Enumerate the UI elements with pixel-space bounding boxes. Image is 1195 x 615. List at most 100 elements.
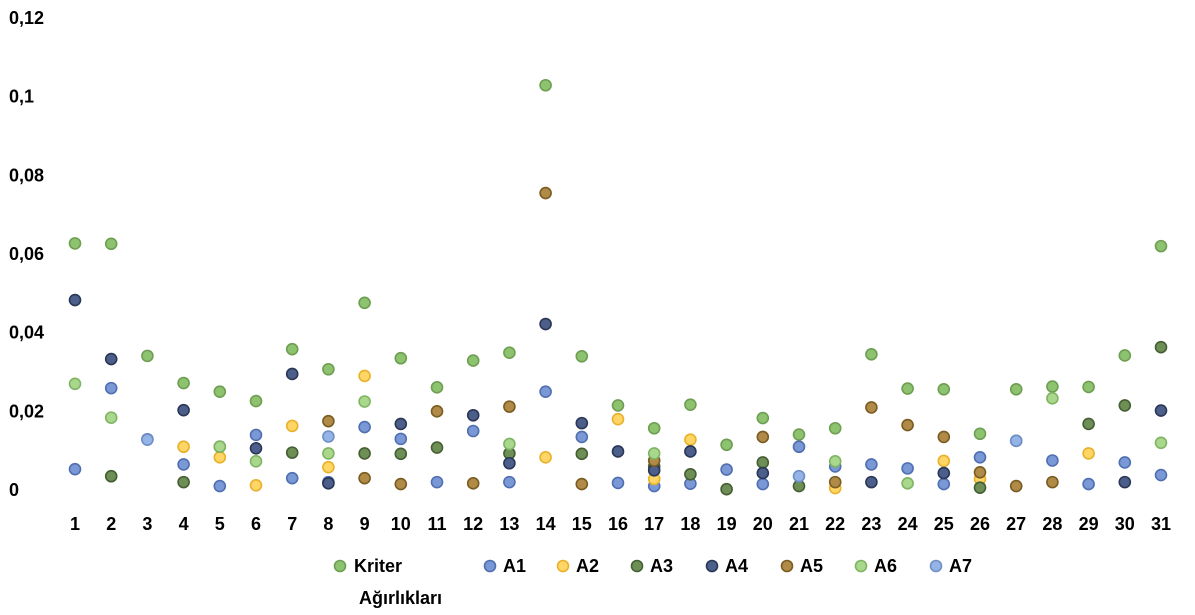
data-point xyxy=(68,462,82,476)
data-point xyxy=(466,424,480,438)
data-point xyxy=(322,362,335,376)
data-point xyxy=(756,456,770,469)
x-tick-label: 15 xyxy=(572,514,592,534)
data-point xyxy=(177,475,190,489)
y-tick-label: 0,1 xyxy=(9,87,34,107)
data-point xyxy=(1118,349,1132,362)
legend-label: A4 xyxy=(725,556,748,576)
data-point xyxy=(684,445,697,458)
data-point xyxy=(937,466,951,480)
legend-label: A1 xyxy=(503,556,526,576)
legend-label: A6 xyxy=(874,556,897,576)
data-point xyxy=(141,433,154,446)
data-point xyxy=(503,346,516,360)
data-point xyxy=(575,349,589,363)
x-tick-label: 14 xyxy=(536,514,556,534)
data-point xyxy=(1082,417,1095,431)
x-tick-label: 7 xyxy=(287,514,297,534)
x-axis-ticks: 1 2 3 4 5 6 7 8 9 10 11 12 13 14 15 16 17 18 19 20 21 22 23 24 2… xyxy=(70,514,1171,534)
data-point xyxy=(611,445,625,458)
data-point xyxy=(1046,392,1059,405)
data-point xyxy=(394,477,408,491)
x-tick-label: 11 xyxy=(427,514,446,534)
data-points xyxy=(68,78,1168,496)
legend-marker xyxy=(929,559,943,573)
data-point xyxy=(68,377,82,391)
data-point xyxy=(104,381,118,395)
data-point xyxy=(322,414,335,428)
data-point xyxy=(865,347,878,361)
x-tick-label: 18 xyxy=(680,514,700,534)
x-tick-label: 29 xyxy=(1079,514,1099,534)
data-point xyxy=(322,460,335,474)
legend-marker xyxy=(556,559,570,573)
data-point xyxy=(647,447,661,460)
legend-marker xyxy=(630,559,644,573)
data-point xyxy=(177,376,190,390)
x-tick-label: 9 xyxy=(360,514,370,534)
legend-label: Kriter xyxy=(354,556,402,576)
data-point xyxy=(720,438,733,452)
data-point xyxy=(901,462,914,475)
data-point xyxy=(394,432,408,446)
data-point xyxy=(1082,447,1095,460)
data-point xyxy=(756,430,770,444)
data-point xyxy=(1154,404,1168,417)
data-point xyxy=(1118,456,1132,469)
data-point xyxy=(177,458,190,471)
y-tick-label: 0,08 xyxy=(9,165,44,185)
data-point xyxy=(1009,383,1023,396)
data-point xyxy=(937,454,951,468)
x-tick-label: 1 xyxy=(70,514,80,534)
data-point xyxy=(611,412,625,426)
data-point xyxy=(249,454,263,468)
x-tick-label: 6 xyxy=(251,514,261,534)
legend: Kriter Ağırlıkları A1 A2 A3 A4 A5 A6 A7 xyxy=(333,556,972,608)
data-point xyxy=(249,478,263,492)
data-point xyxy=(249,394,263,408)
data-point xyxy=(1009,434,1023,448)
data-point xyxy=(430,381,444,394)
data-point xyxy=(575,416,589,430)
data-point xyxy=(756,466,770,480)
x-tick-label: 3 xyxy=(142,514,152,534)
legend-label: A5 xyxy=(800,556,823,576)
data-point xyxy=(213,385,227,398)
data-point xyxy=(141,349,154,363)
x-tick-label: 19 xyxy=(717,514,737,534)
x-tick-label: 22 xyxy=(825,514,845,534)
data-point xyxy=(901,477,914,490)
x-tick-label: 8 xyxy=(323,514,333,534)
data-point xyxy=(249,442,263,455)
data-point xyxy=(937,430,951,444)
data-point xyxy=(430,475,444,489)
data-point xyxy=(539,451,552,464)
data-point xyxy=(756,477,770,491)
data-point xyxy=(828,454,842,468)
data-point xyxy=(503,475,516,489)
data-point xyxy=(104,352,118,366)
data-point xyxy=(937,477,951,491)
data-point xyxy=(539,385,552,398)
data-point xyxy=(322,430,335,443)
x-tick-label: 31 xyxy=(1151,514,1171,534)
y-tick-label: 0,12 xyxy=(9,8,44,28)
data-point xyxy=(249,428,263,442)
data-point xyxy=(322,477,335,490)
data-point xyxy=(1118,475,1132,489)
data-point xyxy=(68,293,82,307)
y-axis-ticks: 0 0,02 0,04 0,06 0,08 0,1 0,12 xyxy=(9,8,44,500)
data-point xyxy=(792,428,806,441)
data-point xyxy=(973,481,987,494)
data-point xyxy=(865,458,878,471)
data-point xyxy=(720,482,733,496)
data-point xyxy=(1046,380,1059,393)
data-point xyxy=(539,78,552,92)
data-point xyxy=(358,395,371,408)
data-point xyxy=(1118,399,1132,412)
legend-marker xyxy=(854,559,868,573)
data-point xyxy=(1046,475,1059,489)
data-point xyxy=(358,369,371,383)
data-point xyxy=(647,421,661,435)
data-point xyxy=(684,467,697,481)
